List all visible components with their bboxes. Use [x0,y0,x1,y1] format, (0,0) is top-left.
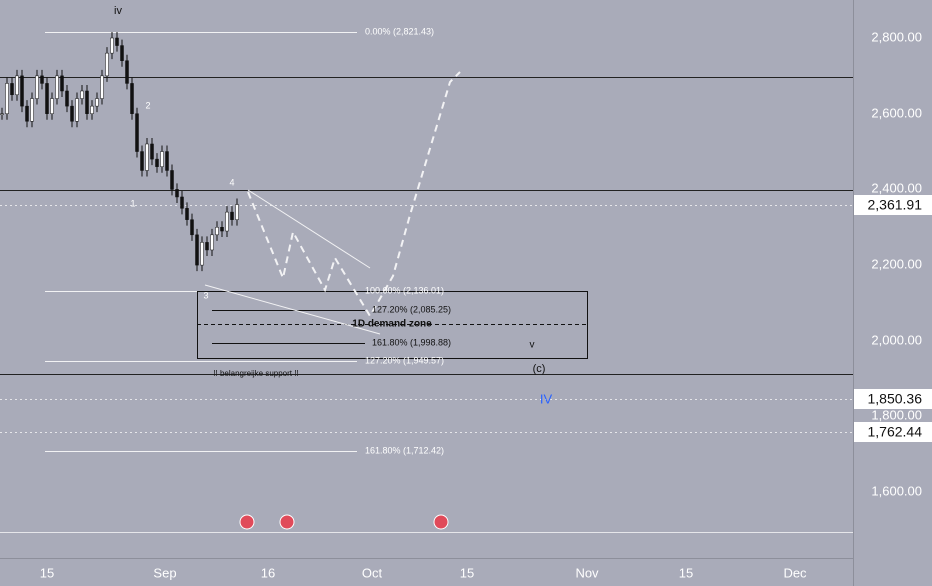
wave-label: IV [540,391,553,406]
event-icon[interactable] [239,514,255,530]
candle-body [15,75,19,96]
candle-body [120,45,124,61]
price-tag-label: 2,361.91 [868,197,923,213]
candle-body [235,204,239,220]
candle-body [30,98,34,122]
candle-body [45,83,49,114]
wave-label: 4 [229,177,234,187]
price-axis-label: 2,600.00 [871,105,922,120]
price-tag-label: 1,762.44 [868,424,923,440]
candle-body [230,211,234,220]
price-tag-label: 1,850.36 [868,391,923,407]
candle-body [105,52,109,77]
time-axis-label: Nov [575,565,599,580]
projection-path [247,71,461,318]
time-axis-label: 15 [40,565,54,580]
candle-body [140,151,144,171]
time-axis-label: 15 [460,565,474,580]
price-tag [854,389,932,409]
candle-body [170,170,174,190]
fib-label: 161.80% (1,712.42) [365,445,444,455]
candle-body [135,113,139,152]
event-icons [239,514,449,530]
price-axis-label: 1,800.00 [871,407,922,422]
candle-body [50,98,54,114]
candle-body [75,98,79,122]
candle-body [35,75,39,99]
candle-body [205,242,209,251]
wave-label: 1 [130,198,135,208]
candle-body [175,189,179,198]
candle-body [95,98,99,107]
candle-body [55,75,59,99]
candle-body [185,208,189,220]
price-tag [854,422,932,442]
price-axis-label: 2,200.00 [871,256,922,271]
candle-body [160,151,164,167]
time-axis-label: Sep [153,565,176,580]
candle-body [80,90,84,99]
fib-label: 100.00% (2,136.01) [365,285,444,295]
price-axis-label: 2,000.00 [871,332,922,347]
candle-body [90,105,94,114]
candle-body [100,75,104,99]
candle-body [200,242,204,266]
wave-label: iv [114,5,122,17]
trend-line [247,189,371,269]
candle-body [180,196,184,209]
candle-body [110,37,114,54]
candle-body [215,227,219,236]
fib-label: 127.20% (2,085.25) [372,304,451,314]
trend-line [204,284,381,335]
time-axis-label: 16 [261,565,275,580]
fib-label: 127.20% (1,949.57) [365,355,444,365]
candle-body [60,75,64,92]
fib-label: 161.80% (1,998.88) [372,337,451,347]
candle-body [195,234,199,266]
time-axis-label: 15 [679,565,693,580]
support-label: !! belangreijke support !! [213,369,298,378]
price-axis-label: 1,600.00 [871,483,922,498]
candle-body [125,60,129,84]
candle-body [40,75,44,84]
event-icon[interactable] [433,514,449,530]
price-axis-label: 2,800.00 [871,29,922,44]
candle-body [25,105,29,122]
price-axis-label: 2,400.00 [871,180,922,195]
candle-body [70,105,74,122]
candle-body [65,90,69,107]
candle-body [220,227,224,232]
candle-body [210,234,214,251]
time-axis-label: Dec [783,565,807,580]
event-icon[interactable] [279,514,295,530]
candle-body [130,83,134,114]
time-axis-label: Oct [362,565,383,580]
candle-body [5,83,9,114]
candle-body [20,75,24,107]
price-tag [854,195,932,215]
dynamic: 2,800.00 2,600.00 2,400.00 2,200.00 2,000.00… [0,5,932,580]
wave-label: 2 [145,100,150,110]
candle-body [150,143,154,160]
candle-body [155,158,159,167]
candle-body [190,219,194,236]
candle-body [85,90,89,114]
candle-body [225,211,229,232]
fib-label: 0.00% (2,821.43) [365,26,434,36]
wave-label: 3 [203,290,208,300]
candle-body [165,151,169,171]
candle-body [115,37,119,46]
wave-label: (c) [533,363,546,375]
wave-label: v [530,340,535,351]
candle-body [0,113,4,115]
zone-label: 1D demand zone [352,319,432,330]
candle-body [145,143,149,171]
candle-body [10,83,14,96]
